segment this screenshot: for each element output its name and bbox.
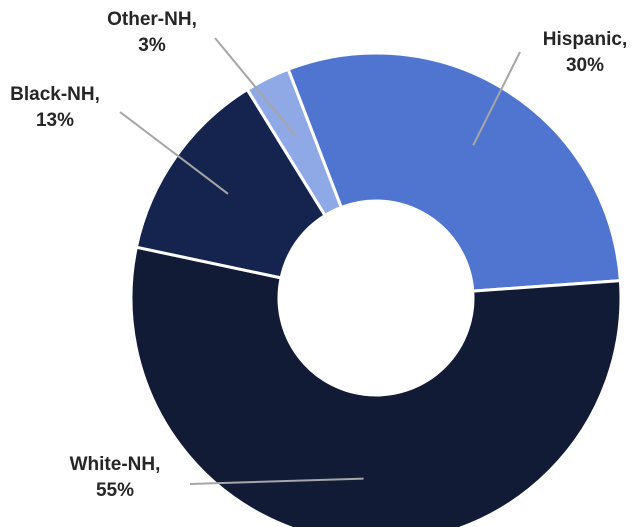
leader-line-other-nh (214, 37, 297, 137)
data-label-white-nh: White-NH, 55% (70, 454, 161, 501)
leader-lines-group (119, 37, 521, 485)
labels-group: Hispanic, 30% White-NH, 55% Black-NH, 13% Othe… (10, 9, 627, 501)
category-name-hispanic: Hispanic, (543, 29, 627, 50)
data-label-black-nh: Black-NH, 13% (10, 84, 100, 131)
data-label-other-nh: Other-NH, 3% (107, 9, 197, 56)
leader-line-white-nh (189, 477, 364, 485)
category-name-black-nh: Black-NH, (10, 84, 100, 105)
slices-group (129, 51, 623, 527)
value-label-other-nh: 3% (138, 35, 166, 56)
slice-hispanic (286, 51, 622, 293)
leader-line-hispanic (472, 51, 521, 146)
category-name-other-nh: Other-NH, (107, 9, 197, 30)
slice-white-nh (129, 245, 623, 527)
data-label-hispanic: Hispanic, 30% (543, 29, 627, 76)
leader-line-black-nh (119, 111, 229, 195)
value-label-hispanic: 30% (566, 55, 604, 76)
value-label-white-nh: 55% (96, 480, 134, 501)
category-name-white-nh: White-NH, (70, 454, 161, 475)
slice-black-nh (134, 88, 327, 280)
value-label-black-nh: 13% (36, 110, 74, 131)
